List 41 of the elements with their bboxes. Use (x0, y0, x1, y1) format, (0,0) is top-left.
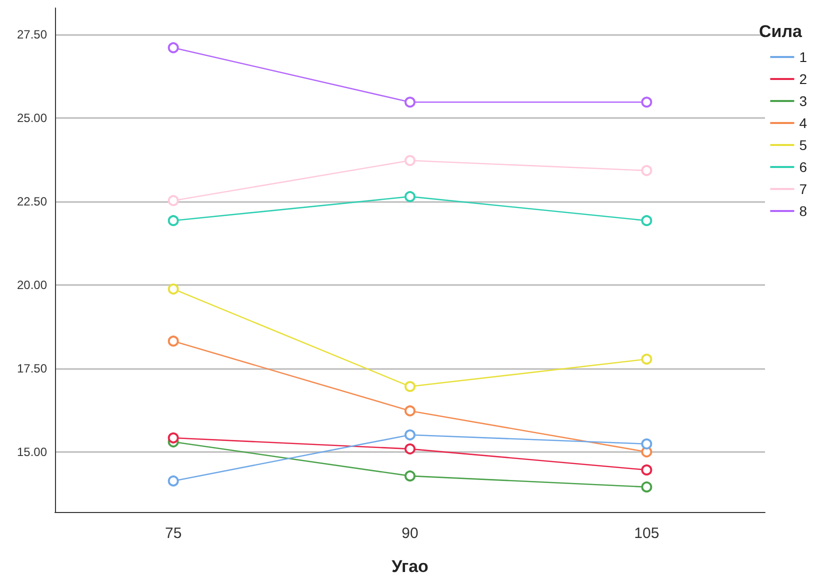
point (168, 284, 179, 295)
point (641, 481, 652, 492)
legend-label: 1 (799, 49, 808, 65)
legend-label: 7 (799, 181, 808, 197)
point (641, 438, 652, 450)
point (404, 381, 416, 392)
point (168, 42, 179, 54)
point (168, 475, 179, 486)
point (404, 96, 416, 108)
x-tick-label: 75 (164, 525, 182, 542)
point (168, 195, 179, 206)
point (641, 96, 652, 108)
legend-label: 6 (799, 159, 808, 175)
point (168, 336, 179, 347)
y-tick-label: 22.50 (16, 194, 48, 209)
y-tick-label: 27.50 (16, 28, 48, 42)
legend-label: 3 (799, 93, 808, 109)
point (168, 215, 179, 226)
point (168, 432, 179, 444)
y-tick-label: 17.50 (16, 361, 48, 376)
legend-label: 5 (799, 137, 808, 153)
point (641, 464, 652, 476)
legend-label: 4 (799, 115, 808, 131)
y-tick-label: 20.00 (16, 278, 48, 292)
point (404, 155, 416, 166)
y-tick-label: 15.00 (16, 444, 48, 459)
legend-label: 2 (799, 71, 808, 87)
point (641, 165, 652, 176)
x-axis-title: Угао (392, 557, 428, 576)
y-tick-label: 25.00 (16, 111, 48, 126)
legend-label: 8 (799, 203, 808, 219)
point (404, 470, 416, 482)
x-tick-label: 105 (634, 525, 660, 542)
point (404, 429, 416, 440)
legend-title: Сила (759, 22, 803, 41)
point (404, 405, 416, 416)
x-tick-label: 90 (402, 525, 418, 542)
point (641, 354, 652, 365)
point (404, 191, 416, 202)
point (404, 443, 416, 454)
point (641, 215, 652, 226)
